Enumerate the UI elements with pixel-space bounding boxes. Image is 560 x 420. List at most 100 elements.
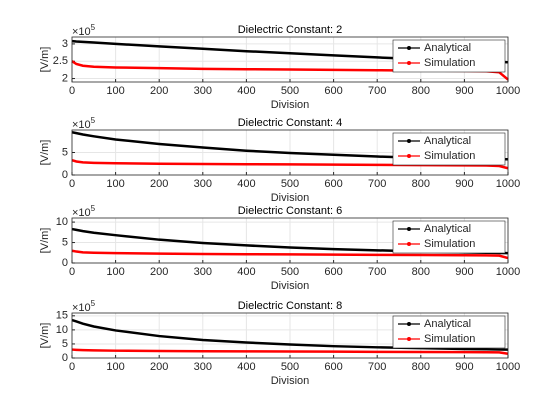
y-axis-label: [V/m]: [39, 47, 51, 73]
legend-marker: [407, 337, 411, 341]
x-tick-label: 700: [368, 361, 386, 373]
x-tick-label: 500: [281, 85, 299, 97]
y-tick-label: 0: [62, 352, 68, 364]
exp-base: ×10: [72, 119, 91, 131]
y-tick-label: 3: [62, 38, 68, 50]
legend-label: Analytical: [424, 42, 471, 54]
x-tick-label: 800: [412, 266, 430, 278]
y-tick-label: 10: [56, 216, 68, 228]
subplot-title: Dielectric Constant: 2: [238, 24, 343, 36]
legend-label: Simulation: [424, 238, 475, 250]
x-axis-label: Division: [271, 99, 310, 111]
x-tick-label: 400: [237, 361, 255, 373]
subplot: 0 100 200 300 400 500 600 700 800 900 1000051015Di…: [39, 299, 520, 387]
legend-label: Analytical: [424, 318, 471, 330]
y-axis-label: [V/m]: [39, 323, 51, 349]
x-tick-label: 600: [324, 266, 342, 278]
x-tick-label: 0: [69, 266, 75, 278]
y-tick-label: 5: [62, 146, 68, 158]
y-exponent: ×105: [72, 116, 96, 131]
y-exponent: ×105: [72, 23, 96, 38]
x-tick-label: 0: [69, 361, 75, 373]
x-tick-label: 0: [69, 85, 75, 97]
exp-power: 5: [91, 299, 96, 308]
x-tick-label: 500: [281, 266, 299, 278]
legend-box: [392, 39, 506, 73]
y-tick-label: 5: [62, 338, 68, 350]
y-tick-label: 5: [62, 236, 68, 248]
legend-label: Simulation: [424, 150, 475, 162]
legend-marker: [407, 322, 411, 326]
x-tick-label: 300: [194, 266, 212, 278]
x-tick-label: 600: [324, 178, 342, 190]
x-tick-label: 800: [412, 85, 430, 97]
x-tick-label: 200: [150, 361, 168, 373]
x-tick-label: 0: [69, 178, 75, 190]
exp-base: ×10: [72, 26, 91, 38]
x-tick-label: 600: [324, 361, 342, 373]
x-tick-label: 1000: [496, 266, 520, 278]
x-axis-label: Division: [271, 192, 310, 204]
y-tick-label: 15: [56, 310, 68, 322]
legend-label: Simulation: [424, 57, 475, 69]
axes-box: [71, 217, 509, 264]
legend-label: Simulation: [424, 333, 475, 345]
legend-box: [392, 132, 506, 166]
legend-box: [392, 220, 506, 254]
x-axis-label: Division: [271, 280, 310, 292]
x-tick-label: 100: [106, 178, 124, 190]
x-tick-label: 900: [455, 178, 473, 190]
exp-power: 5: [91, 116, 96, 125]
subplot: 0 100 200 300 400 500 600 700 800 900 1000 0 5 10 Diel…: [39, 204, 520, 292]
x-tick-label: 800: [412, 361, 430, 373]
y-exponent: ×105: [72, 204, 96, 219]
y-axis-label: [V/m]: [39, 228, 51, 254]
legend-marker: [407, 227, 411, 231]
subplot-title: Dielectric Constant: 8: [238, 300, 343, 312]
y-tick-label: 0: [62, 257, 68, 269]
legend-label: Analytical: [424, 135, 471, 147]
x-tick-label: 200: [150, 266, 168, 278]
x-tick-label: 700: [368, 178, 386, 190]
x-tick-label: 300: [194, 361, 212, 373]
x-axis-label: Division: [271, 375, 310, 387]
x-tick-label: 800: [412, 178, 430, 190]
x-tick-label: 400: [237, 266, 255, 278]
y-tick-label: 2.5: [53, 55, 68, 67]
y-exponent: ×105: [72, 299, 96, 314]
x-tick-label: 600: [324, 85, 342, 97]
x-tick-label: 400: [237, 85, 255, 97]
y-tick-label: 0: [62, 169, 68, 181]
x-tick-label: 1000: [496, 178, 520, 190]
subplot-title: Dielectric Constant: 4: [238, 117, 343, 129]
data-line: [71, 249, 509, 260]
x-tick-label: 300: [194, 85, 212, 97]
legend-marker: [407, 242, 411, 246]
axes-box: [71, 36, 509, 83]
subplot-title: Dielectric Constant: 6: [238, 205, 343, 217]
legend-marker: [407, 61, 411, 65]
axes-box: [71, 312, 509, 359]
x-tick-label: 200: [150, 85, 168, 97]
subplot: 0 100 200 300 400 500 600 700 800 900 1000 0 5 Dielec…: [39, 116, 520, 204]
x-tick-label: 700: [368, 266, 386, 278]
x-tick-label: 200: [150, 178, 168, 190]
subplot: 0 100 200 300 400 500 600 700 800 900 1000 2 2.5 3 Die…: [39, 23, 520, 111]
exp-base: ×10: [72, 302, 91, 314]
exp-power: 5: [91, 23, 96, 32]
axes-box: [71, 129, 509, 176]
x-tick-label: 1000: [496, 361, 520, 373]
x-tick-label: 500: [281, 178, 299, 190]
data-line: [71, 318, 508, 351]
data-line: [71, 348, 509, 356]
x-tick-label: 900: [455, 85, 473, 97]
x-tick-label: 100: [106, 85, 124, 97]
y-axis-label: [V/m]: [39, 140, 51, 166]
exp-power: 5: [91, 204, 96, 213]
x-tick-label: 1000: [496, 85, 520, 97]
legend-marker: [407, 154, 411, 158]
x-tick-label: 100: [106, 266, 124, 278]
x-tick-label: 700: [368, 85, 386, 97]
y-tick-label: 10: [56, 324, 68, 336]
